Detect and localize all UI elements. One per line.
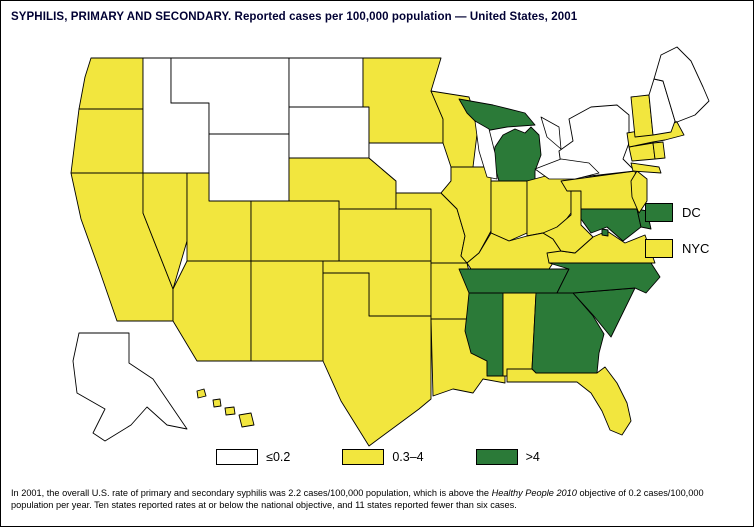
lake-huron <box>540 116 562 150</box>
footnote: In 2001, the overall U.S. rate of primar… <box>11 488 747 512</box>
state-HI <box>238 412 255 428</box>
state-TN <box>458 268 570 294</box>
legend-item-dc: DC <box>645 203 709 222</box>
state-ND <box>288 57 364 108</box>
legend-swatch-mid <box>342 449 385 465</box>
legend-swatch-low <box>216 449 259 465</box>
state-NYC <box>630 162 662 174</box>
state-WY <box>208 133 290 202</box>
legend-label: NYC <box>682 241 710 256</box>
state-MI <box>492 126 542 182</box>
state-MN <box>362 57 444 144</box>
state-NM <box>250 260 324 362</box>
state-AL <box>502 292 537 377</box>
state-CO <box>250 200 340 262</box>
legend-item-02: ≤0.2 <box>216 449 290 465</box>
legend-label: ≤0.2 <box>266 450 291 464</box>
state-NY <box>558 104 636 180</box>
state-WA <box>78 57 144 110</box>
legend-item-4: >4 <box>475 449 540 465</box>
state-SD <box>288 106 370 159</box>
state-HI <box>224 406 236 416</box>
state-RI <box>652 141 666 160</box>
state-FL <box>506 366 632 436</box>
footnote-text-pre: In 2001, the overall U.S. rate of primar… <box>11 488 492 498</box>
legend-item-034: 0.3–4 <box>342 449 424 465</box>
bottom-legend: ≤0.2 0.3–4 >4 <box>1 449 753 465</box>
legend-label: >4 <box>525 450 540 464</box>
state-AZ <box>172 260 252 362</box>
state-WV <box>542 190 594 254</box>
legend-swatch-high <box>645 203 673 222</box>
footnote-text-post: objective of 0.2 cases/100,000 populatio… <box>11 488 704 510</box>
legend-swatch-high <box>475 449 518 465</box>
state-AK <box>72 332 188 442</box>
state-OR <box>70 108 144 174</box>
figure-title: SYPHILIS, PRIMARY AND SECONDARY. Reporte… <box>11 11 578 23</box>
state-NC <box>548 262 661 294</box>
state-KS <box>338 208 432 262</box>
state-NV <box>142 172 188 290</box>
state-DC <box>601 228 609 237</box>
state-ME <box>653 46 710 123</box>
state-HI <box>196 388 207 399</box>
state-TX <box>322 272 432 447</box>
state-NJ <box>630 170 648 214</box>
state-HI <box>212 398 222 408</box>
legend-label: DC <box>682 205 701 220</box>
footnote-italic: Healthy People 2010 <box>491 488 577 498</box>
legend-item-nyc: NYC <box>645 239 709 258</box>
legend-label: 0.3–4 <box>392 450 424 464</box>
legend-swatch-mid <box>645 239 673 258</box>
lake-michigan <box>474 120 498 180</box>
lake-erie <box>534 158 600 180</box>
side-legend: DC NYC <box>645 203 709 258</box>
state-IN <box>490 180 528 242</box>
